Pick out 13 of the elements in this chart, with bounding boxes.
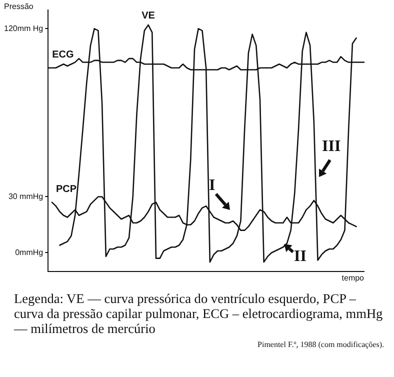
annotation: II: [294, 248, 306, 265]
annotation: I: [209, 177, 216, 194]
series-label: PCP: [56, 184, 77, 196]
y-tick-label: 0mmHg: [15, 248, 44, 257]
text: Pimentel F.º, 1988 (com modificações).: [256, 340, 384, 349]
text: Legenda: VE — curva pressórica do ventrículo esquerdo, PCP – curva da pressão capilar pulmonar, ECG – eletrocardiograma, mmHg — milímetros de mercúrio: [14, 291, 384, 336]
y-tick-label: 120mm Hg: [4, 24, 44, 33]
series-label: VE: [142, 10, 156, 22]
annotation: III: [322, 138, 341, 155]
y-tick-label: 30 mmHg: [8, 192, 44, 201]
series-label: ECG: [52, 50, 74, 61]
x-axis-title: tempo: [342, 273, 365, 282]
y-axis-title: Pressão: [4, 2, 34, 12]
